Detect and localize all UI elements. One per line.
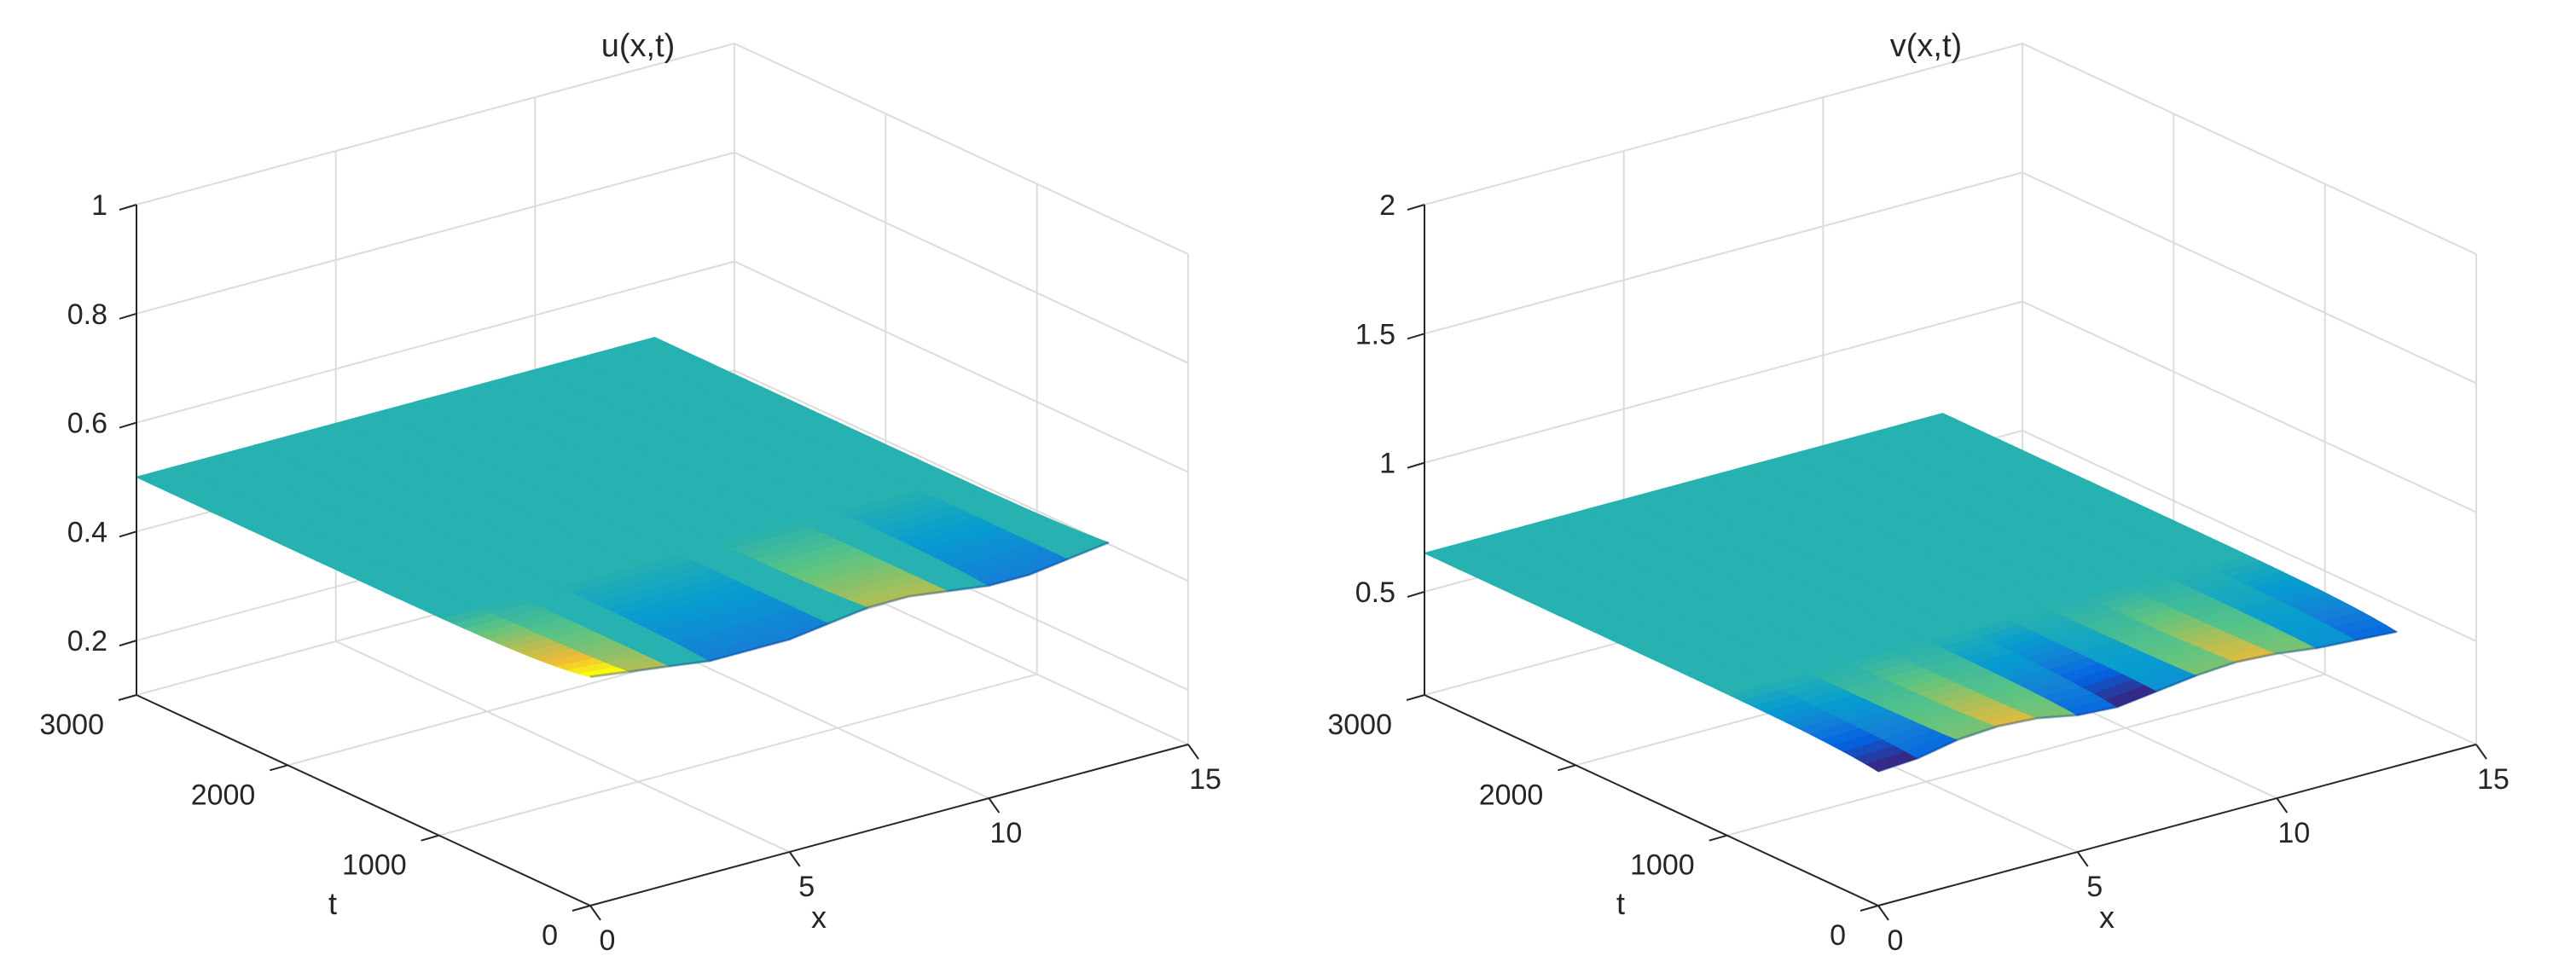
x-tick-mark (788, 851, 801, 867)
x-tick-mark (988, 797, 1001, 814)
z-tick-mark (119, 204, 137, 211)
x-tick-label: 0 (600, 924, 616, 957)
grid-line (1424, 42, 2477, 255)
t-axis-line (136, 694, 591, 906)
x-tick-label: 10 (989, 817, 1022, 849)
t-axis-line (1424, 694, 1879, 906)
x-tick-mark (2475, 744, 2487, 760)
t-axis-label: t (1616, 886, 1625, 921)
t-tick-mark (421, 834, 439, 842)
x-tick-mark (1187, 744, 1199, 760)
z-tick-mark (119, 530, 137, 538)
grid-line (1726, 673, 2325, 837)
x-tick-label: 15 (1189, 763, 1221, 796)
x-tick-label: 10 (2277, 817, 2310, 849)
t-tick-label: 0 (542, 919, 558, 952)
z-tick-mark (1407, 461, 1425, 469)
grid-line (1424, 171, 2477, 385)
t-axis-label: t (328, 886, 337, 921)
x-tick-mark (2076, 851, 2089, 867)
t-tick-mark (571, 905, 591, 912)
x-axis-label: x (2099, 900, 2115, 935)
x-axis-line (589, 744, 1189, 906)
z-tick-label: 1 (1379, 448, 1395, 480)
x-axis-line (1877, 744, 2477, 906)
t-tick-label: 2000 (191, 779, 256, 811)
z-tick-mark (119, 640, 137, 647)
x-tick-label: 5 (2086, 871, 2103, 903)
z-tick-mark (1407, 204, 1425, 211)
surface-patch (1055, 537, 1111, 559)
x-tick-label: 5 (798, 871, 815, 903)
grid-line (438, 673, 1037, 837)
plot-title: u(x,t) (601, 28, 676, 64)
axes: 0 5 10 15 0 1000 2000 3000 0.2 0.4 0.6 0.8 1 (39, 189, 1221, 957)
z-tick-mark (119, 312, 137, 320)
surface-plot-u: 0 5 10 15 0 1000 2000 3000 0.2 0.4 0.6 0.8 1 x t u(x,t) (39, 28, 1221, 957)
t-tick-label: 3000 (1327, 709, 1392, 741)
t-tick-label: 2000 (1479, 779, 1544, 811)
z-tick-mark (1407, 333, 1425, 340)
surface (1423, 413, 2399, 773)
grid-line (136, 42, 1189, 255)
surface-plot-v-canvas: 0 5 10 15 0 1000 2000 3000 0.5 1 1.5 2 x t v(x,t) (1327, 28, 2509, 957)
z-tick-label: 1 (91, 189, 107, 222)
x-axis-label: x (811, 900, 827, 935)
t-tick-mark (1406, 694, 1425, 701)
z-tick-label: 1.5 (1355, 318, 1395, 350)
t-tick-mark (270, 764, 288, 772)
z-tick-label: 0.6 (67, 408, 107, 440)
grid-line (335, 640, 791, 853)
z-tick-label: 0.2 (67, 625, 107, 657)
z-tick-label: 0.5 (1355, 576, 1395, 609)
t-tick-mark (1859, 905, 1879, 912)
x-tick-mark (2276, 797, 2289, 814)
z-tick-label: 0.8 (67, 298, 107, 331)
t-tick-label: 1000 (1630, 849, 1695, 882)
surface (135, 336, 1111, 679)
t-tick-mark (118, 694, 137, 701)
surface-front-edge (1877, 630, 2397, 773)
x-tick-label: 0 (1888, 924, 1904, 957)
t-tick-label: 1000 (342, 849, 407, 882)
t-tick-label: 3000 (39, 709, 104, 741)
grid-line (136, 151, 1189, 364)
surface-plot-v: 0 5 10 15 0 1000 2000 3000 0.5 1 1.5 2 x t v(x,t) (1288, 0, 2576, 973)
axes: 0 5 10 15 0 1000 2000 3000 0.5 1 1.5 2 (1327, 189, 2509, 957)
t-tick-mark (1709, 834, 1727, 842)
t-tick-mark (1558, 764, 1576, 772)
t-tick-label: 0 (1830, 919, 1846, 952)
x-tick-mark (589, 905, 601, 921)
z-tick-mark (119, 421, 137, 429)
z-tick-mark (1407, 590, 1425, 598)
surface-plot-u-canvas: 0 5 10 15 0 1000 2000 3000 0.2 0.4 0.6 0.8 1 x t u(x,t) (39, 28, 1221, 957)
surface-front-edge (589, 541, 1110, 679)
x-tick-mark (1877, 905, 1889, 921)
surface-patch (2343, 624, 2399, 641)
z-tick-label: 2 (1379, 189, 1395, 222)
plot-title: v(x,t) (1890, 28, 1962, 64)
x-tick-label: 15 (2477, 763, 2509, 796)
z-tick-label: 0.4 (67, 516, 107, 548)
